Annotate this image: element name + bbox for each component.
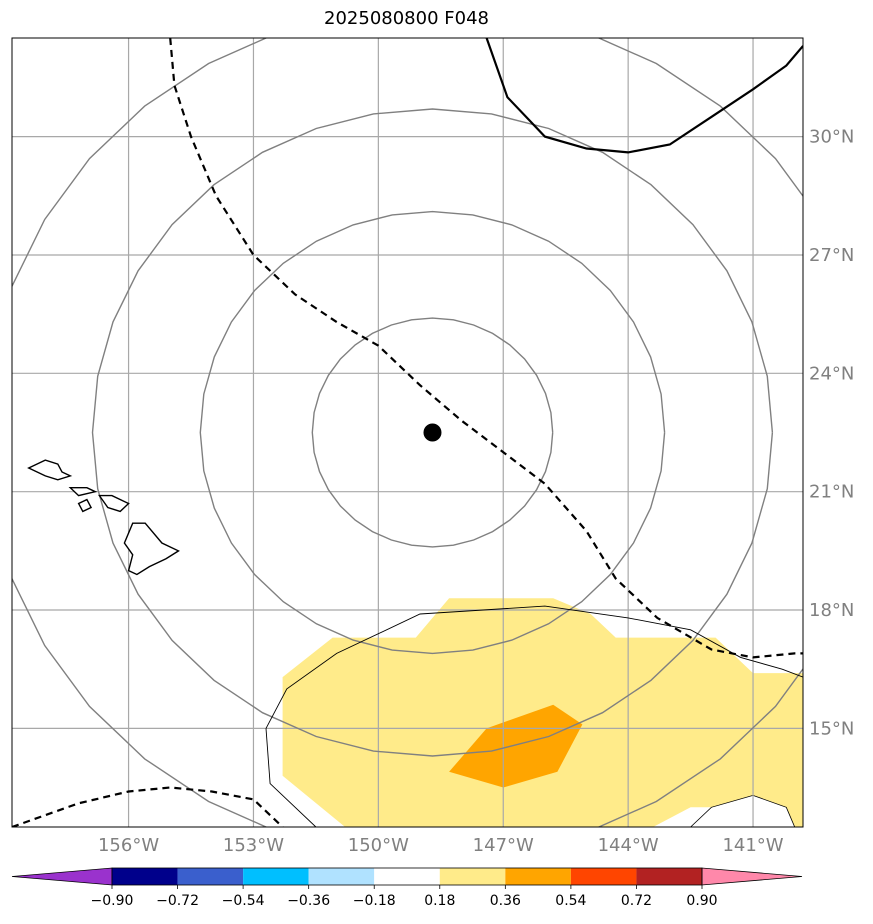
colorbar-tick-label: 0.72 bbox=[621, 893, 652, 909]
range-ring-2 bbox=[91, 108, 774, 757]
colorbar-tick-label: 0.90 bbox=[686, 893, 717, 909]
colorbar-box bbox=[439, 868, 506, 885]
track-line-0 bbox=[169, 38, 803, 659]
colorbar-box bbox=[570, 868, 637, 885]
map-frame bbox=[11, 37, 804, 828]
storm-center-marker bbox=[423, 423, 442, 442]
lon-tick-label: 141°W bbox=[722, 835, 783, 856]
track-line-1 bbox=[12, 786, 284, 827]
chart-title: 2025080800 F048 bbox=[324, 8, 489, 29]
colorbar-box bbox=[374, 868, 440, 885]
range-ring-0 bbox=[311, 317, 554, 548]
colorbar-tick-label: −0.72 bbox=[156, 893, 199, 909]
coastline-molokai bbox=[77, 498, 93, 513]
colorbar-tick-label: 0.18 bbox=[424, 893, 455, 909]
lat-tick-label: 18°N bbox=[809, 600, 854, 621]
lat-tick-label: 24°N bbox=[809, 363, 854, 384]
colorbar-tick-label: −0.54 bbox=[222, 893, 265, 909]
colorbar-tick-label: 0.54 bbox=[555, 893, 586, 909]
lon-tick-label: 150°W bbox=[348, 835, 409, 856]
colorbar-frame bbox=[111, 867, 703, 886]
colorbar-box bbox=[243, 868, 309, 885]
coastline-maui bbox=[98, 494, 130, 513]
coastline-kauai bbox=[27, 459, 73, 481]
colorbar-tick-label: −0.18 bbox=[353, 893, 396, 909]
range-ring-3 bbox=[12, 38, 803, 827]
colorbar-box bbox=[505, 868, 571, 885]
lat-tick-label: 21°N bbox=[809, 482, 854, 503]
lon-tick-label: 156°W bbox=[98, 835, 159, 856]
range-ring-1 bbox=[199, 210, 666, 655]
contour-line bbox=[265, 605, 803, 729]
track-line-2 bbox=[485, 38, 803, 154]
contour-line-2 bbox=[265, 728, 317, 827]
lon-tick-label: 144°W bbox=[598, 835, 659, 856]
colorbar-box bbox=[177, 868, 244, 885]
colorbar-tick-label: −0.90 bbox=[91, 893, 134, 909]
white-patch bbox=[690, 794, 796, 827]
colorbar-tick-label: −0.36 bbox=[287, 893, 330, 909]
colorbar-extend-right bbox=[701, 867, 803, 886]
coastline-hawaii bbox=[123, 522, 180, 576]
filled-region-1 bbox=[449, 704, 583, 788]
colorbar-box bbox=[308, 868, 375, 885]
lat-tick-label: 30°N bbox=[809, 127, 854, 148]
lon-tick-label: 153°W bbox=[223, 835, 284, 856]
colorbar-extend-left bbox=[11, 867, 113, 886]
colorbar-tick-label: 0.36 bbox=[490, 893, 521, 909]
coastline-oahu bbox=[68, 487, 98, 497]
lon-tick-label: 147°W bbox=[473, 835, 534, 856]
lat-tick-label: 27°N bbox=[809, 245, 854, 266]
colorbar-box bbox=[636, 868, 702, 885]
lat-tick-label: 15°N bbox=[809, 718, 854, 739]
colorbar-box bbox=[112, 868, 178, 885]
